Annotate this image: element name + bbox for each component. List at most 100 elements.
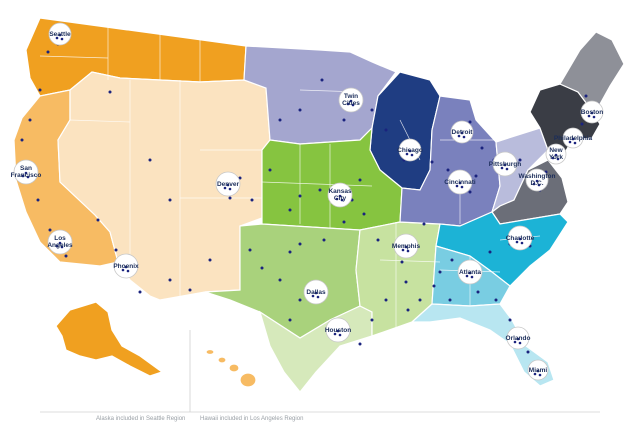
hawaii-note: Hawaii included in Los Angeles Region bbox=[200, 416, 303, 422]
location-dot bbox=[250, 198, 254, 202]
location-dot bbox=[362, 212, 366, 216]
location-dot bbox=[36, 198, 40, 202]
location-dot bbox=[568, 140, 572, 144]
location-dot bbox=[248, 248, 252, 252]
city-marker-detroit[interactable]: Detroit bbox=[450, 120, 474, 144]
city-label: Chicago bbox=[397, 147, 423, 154]
location-dot bbox=[462, 135, 466, 139]
location-dot bbox=[346, 102, 350, 106]
city-marker-san-francisco[interactable]: San Francisco bbox=[11, 159, 42, 185]
city-marker-cincinnati[interactable]: Cincinnati bbox=[444, 169, 476, 195]
location-dot bbox=[340, 198, 344, 202]
location-dot bbox=[488, 250, 492, 254]
city-label: Boston bbox=[581, 109, 603, 116]
location-dot bbox=[554, 153, 558, 157]
location-dot bbox=[573, 141, 577, 145]
location-dot bbox=[26, 175, 30, 179]
location-dot bbox=[311, 294, 315, 298]
location-dot bbox=[450, 258, 454, 262]
location-dot bbox=[580, 122, 584, 126]
city-marker-phoenix[interactable]: Phoenix bbox=[113, 253, 139, 279]
location-dot bbox=[465, 274, 469, 278]
city-label: Kansas City bbox=[328, 188, 352, 202]
city-marker-washington[interactable]: Washington D.C. bbox=[519, 168, 556, 192]
location-dot bbox=[208, 258, 212, 262]
location-dot bbox=[458, 181, 462, 185]
city-marker-twin-cities[interactable]: Twin Cities bbox=[338, 87, 364, 113]
city-marker-seattle[interactable]: Seattle bbox=[48, 22, 72, 46]
city-marker-kansas-city[interactable]: Kansas City bbox=[327, 182, 353, 208]
city-label: Detroit bbox=[452, 129, 474, 136]
location-dot bbox=[410, 153, 414, 157]
location-dot bbox=[460, 185, 464, 189]
city-marker-miami[interactable]: Miami bbox=[527, 359, 549, 381]
location-dot bbox=[278, 278, 282, 282]
city-marker-denver[interactable]: Denver bbox=[215, 171, 241, 197]
location-dot bbox=[298, 242, 302, 246]
location-dot bbox=[571, 137, 575, 141]
location-dot bbox=[338, 194, 342, 198]
location-dot bbox=[226, 183, 230, 187]
location-dot bbox=[20, 138, 24, 142]
location-dot bbox=[457, 134, 461, 138]
city-marker-memphis[interactable]: Memphis bbox=[392, 233, 421, 259]
location-dot bbox=[408, 149, 412, 153]
location-dot bbox=[55, 244, 59, 248]
location-dot bbox=[268, 168, 272, 172]
location-dot bbox=[474, 174, 478, 178]
alaska-note: Alaska included in Seattle Region bbox=[96, 416, 185, 422]
location-dot bbox=[526, 350, 530, 354]
location-dot bbox=[298, 108, 302, 112]
location-dot bbox=[470, 275, 474, 279]
city-marker-chicago[interactable]: Chicago bbox=[397, 138, 423, 162]
city-label: Twin Cities bbox=[342, 93, 360, 107]
city-label: New York bbox=[549, 147, 564, 161]
location-dot bbox=[320, 78, 324, 82]
location-dot bbox=[138, 290, 142, 294]
city-marker-orlando[interactable]: Orlando bbox=[506, 326, 531, 350]
city-label: Miami bbox=[529, 367, 548, 374]
location-dot bbox=[384, 298, 388, 302]
location-dot bbox=[376, 238, 380, 242]
city-label: Los Angeles bbox=[47, 235, 73, 249]
city-marker-los-angeles[interactable]: Los Angeles bbox=[47, 229, 73, 255]
location-dot bbox=[46, 50, 50, 54]
location-dot bbox=[551, 156, 555, 160]
location-dot bbox=[188, 288, 192, 292]
city-marker-charlotte[interactable]: Charlotte bbox=[506, 225, 535, 251]
location-dot bbox=[314, 291, 318, 295]
city-marker-atlanta[interactable]: Atlanta bbox=[457, 259, 483, 285]
city-label: Seattle bbox=[49, 31, 71, 38]
location-dot bbox=[60, 245, 64, 249]
location-dot bbox=[358, 178, 362, 182]
city-label: Memphis bbox=[392, 243, 421, 250]
location-dot bbox=[518, 341, 522, 345]
location-dot bbox=[370, 318, 374, 322]
location-dot bbox=[508, 318, 512, 322]
city-marker-houston[interactable]: Houston bbox=[325, 317, 351, 343]
location-dot bbox=[260, 266, 264, 270]
location-dot bbox=[590, 111, 594, 115]
location-dot bbox=[460, 131, 464, 135]
city-marker-pittsburgh[interactable]: Pittsburgh bbox=[489, 151, 522, 177]
location-dot bbox=[48, 228, 52, 232]
location-dot bbox=[406, 308, 410, 312]
location-dot bbox=[60, 37, 64, 41]
location-dot bbox=[38, 88, 42, 92]
location-dot bbox=[335, 197, 339, 201]
city-marker-new-york[interactable]: New York bbox=[545, 143, 567, 165]
city-marker-philadelphia[interactable]: Philadelphia bbox=[554, 127, 593, 149]
location-dot bbox=[336, 329, 340, 333]
location-dot bbox=[404, 280, 408, 284]
location-dot bbox=[532, 182, 536, 186]
location-dot bbox=[28, 118, 32, 122]
region-maine bbox=[559, 31, 625, 109]
location-dot bbox=[24, 171, 28, 175]
city-marker-boston[interactable]: Boston bbox=[580, 100, 604, 124]
city-marker-dallas[interactable]: Dallas bbox=[303, 279, 329, 305]
location-dot bbox=[400, 260, 404, 264]
location-dot bbox=[384, 128, 388, 132]
location-dot bbox=[278, 118, 282, 122]
location-dot bbox=[556, 157, 560, 161]
location-dot bbox=[422, 222, 426, 226]
